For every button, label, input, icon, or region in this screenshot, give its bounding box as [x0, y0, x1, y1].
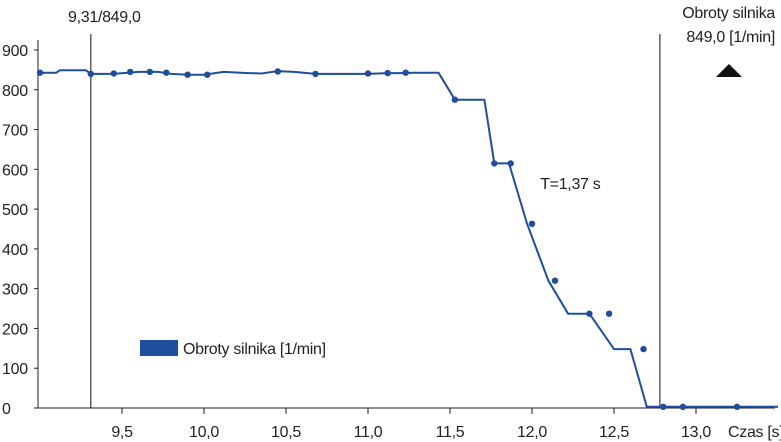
- x-tick-label: 11,0: [354, 424, 383, 441]
- data-point: [507, 160, 514, 167]
- y-tick-label: 700: [2, 123, 28, 140]
- readout-title: Obroty silnika: [682, 5, 775, 22]
- x-tick-label: 10,5: [271, 424, 301, 441]
- data-point: [733, 403, 741, 410]
- data-point: [451, 96, 459, 103]
- y-tick-label: 500: [2, 202, 28, 219]
- x-tick-label: 12,5: [599, 424, 629, 441]
- data-point: [184, 71, 191, 78]
- data-point: [660, 403, 667, 410]
- axes: [34, 40, 775, 414]
- annotations: T=1,37 s: [540, 176, 601, 193]
- data-point: [551, 277, 559, 284]
- x-tick-label: 11,5: [436, 424, 465, 441]
- x-tick-labels: 9,5 10,0 10,5 11,0 11,5 12,0 12,5 13,0: [111, 424, 711, 441]
- y-tick-label: 300: [2, 282, 28, 299]
- x-tick-label: 9,5: [111, 424, 133, 441]
- y-tick-label: 800: [2, 83, 28, 100]
- data-point: [163, 69, 170, 76]
- data-point: [384, 69, 391, 77]
- data-point: [87, 70, 95, 78]
- y-tick-label: 200: [2, 321, 28, 338]
- series-line: [40, 69, 778, 408]
- y-tick-label: 600: [2, 162, 28, 179]
- legend-label: Obroty silnika [1/min]: [183, 341, 326, 358]
- readout-value: 849,0 [1/min]: [686, 29, 775, 46]
- y-tick-label: 0: [2, 401, 11, 418]
- data-point: [274, 68, 281, 75]
- cursor-value-label: 9,31/849,0: [68, 9, 141, 26]
- data-point: [679, 403, 687, 410]
- data-point: [528, 220, 536, 227]
- data-point: [402, 69, 409, 76]
- data-point: [146, 68, 154, 76]
- data-point: [110, 70, 118, 77]
- y-tick-label: 100: [2, 361, 28, 378]
- annotation-label: T=1,37 s: [540, 176, 601, 193]
- data-point: [586, 310, 593, 317]
- data-point: [204, 71, 211, 78]
- data-point: [36, 69, 44, 76]
- y-tick-labels: 0 100 200 300 400 500 600 700 800 900: [2, 43, 28, 418]
- data-point: [312, 70, 319, 78]
- legend-swatch: [140, 340, 178, 356]
- triangle-up-icon[interactable]: [716, 64, 742, 77]
- y-tick-label: 900: [2, 43, 28, 60]
- data-point: [364, 70, 372, 77]
- data-point: [127, 68, 134, 76]
- x-tick-label: 13,0: [681, 424, 711, 441]
- data-point: [640, 345, 647, 353]
- data-series: [36, 68, 778, 410]
- data-point: [605, 310, 613, 317]
- y-tick-label: 400: [2, 242, 28, 259]
- x-axis-title: Czas [s]: [728, 424, 781, 441]
- legend: Obroty silnika [1/min]: [140, 340, 326, 358]
- cursor-lines: [90, 34, 661, 408]
- data-point: [491, 160, 498, 167]
- x-tick-label: 10,0: [189, 424, 219, 441]
- x-tick-label: 12,0: [517, 424, 547, 441]
